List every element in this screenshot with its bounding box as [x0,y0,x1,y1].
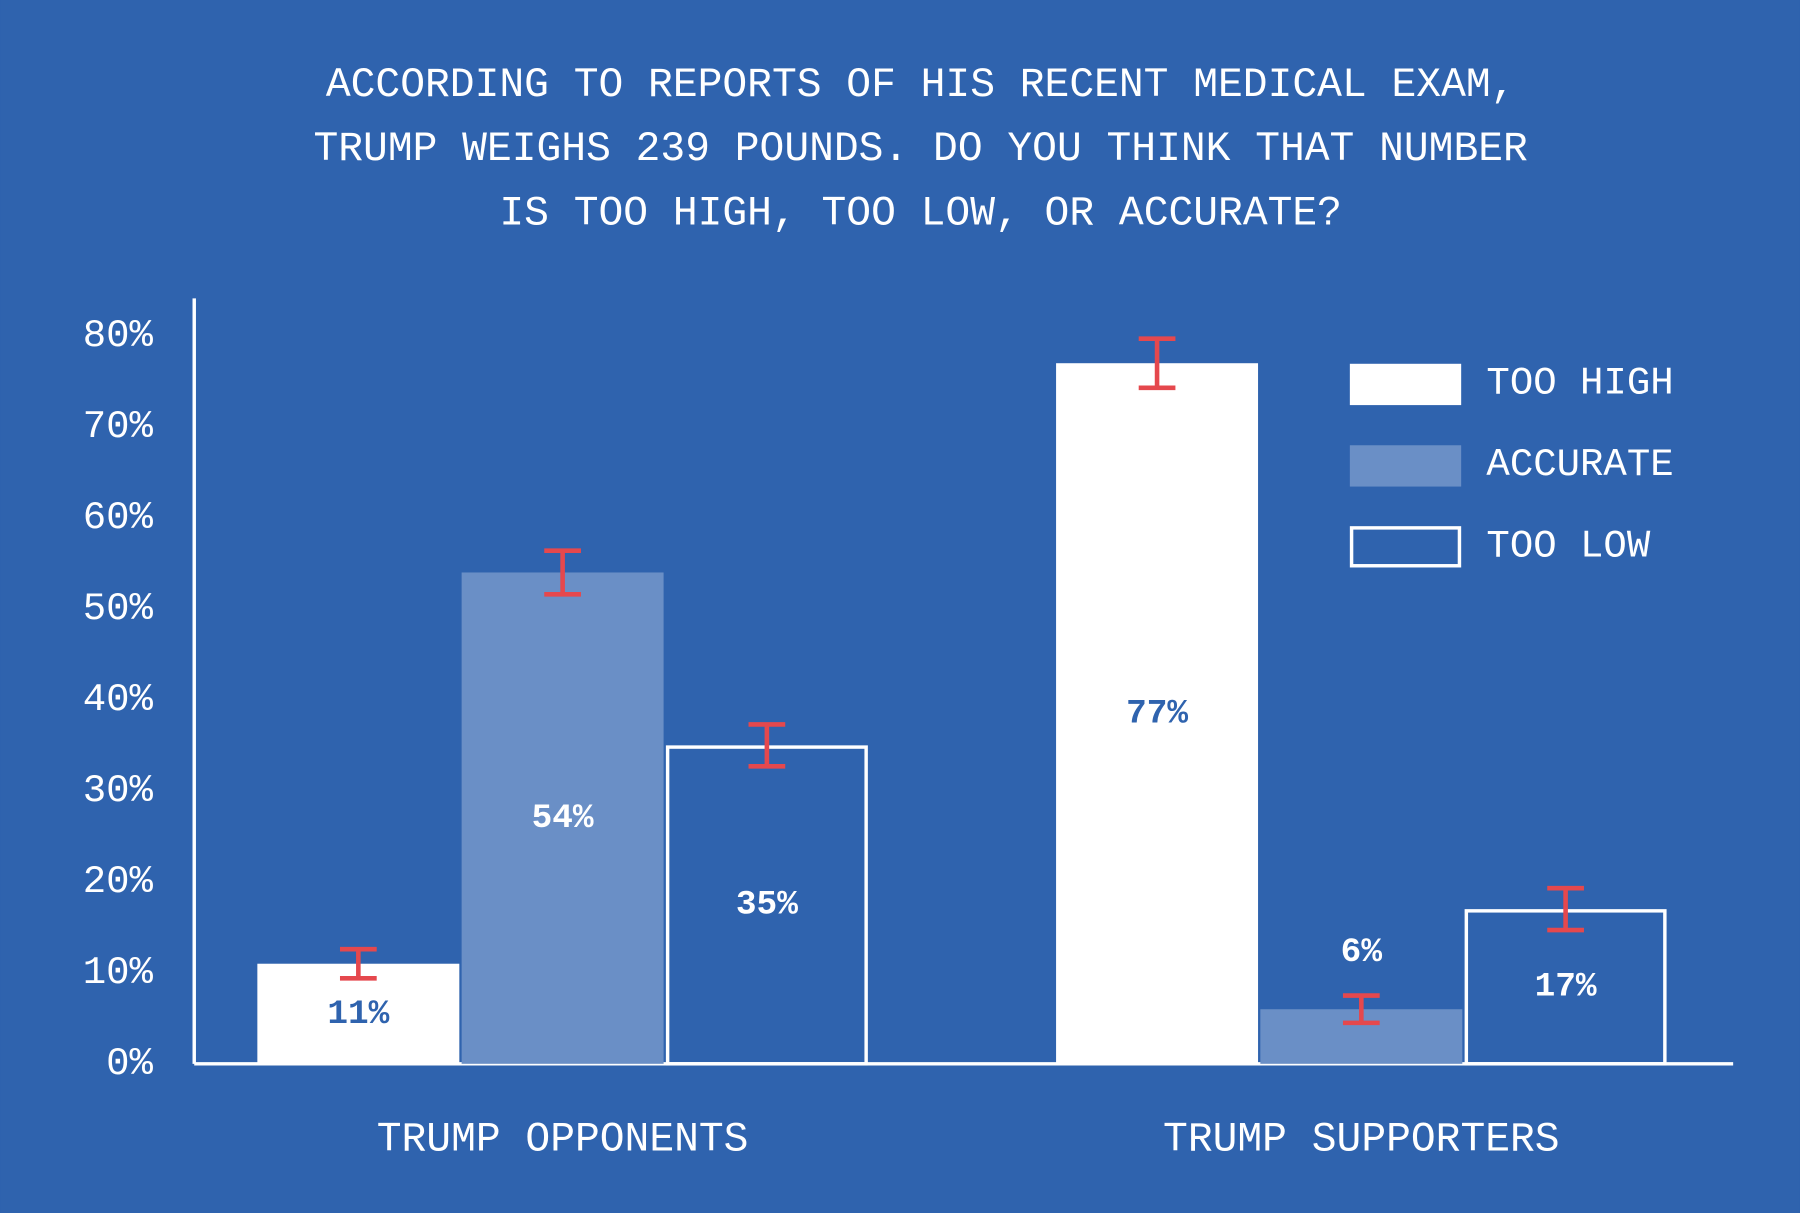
y-tick-label: 40% [83,678,154,722]
y-tick-label: 60% [83,496,154,540]
chart-title: IS TOO HIGH, TOO LOW, OR ACCURATE? [499,191,1342,237]
x-tick-label: TRUMP OPPONENTS [377,1117,749,1163]
error-bar [1342,993,1380,1026]
bar [1056,363,1259,1064]
legend-label: ACCURATE [1486,443,1673,487]
y-tick-label: 20% [83,860,154,904]
value-label: 6% [1341,933,1383,972]
error-bar [1547,885,1584,933]
value-label: 35% [736,886,798,925]
error-bar [748,722,786,769]
y-tick-label: 0% [106,1042,153,1086]
error-bar [544,548,581,597]
y-tick-label: 70% [83,405,154,449]
error-bar [339,946,377,981]
legend-swatch [1349,526,1462,568]
chart-title: ACCORDING TO REPORTS OF HIS RECENT MEDIC… [326,63,1516,109]
legend-label: TOO LOW [1486,525,1650,569]
y-tick-label: 80% [83,314,154,358]
legend-label: TOO HIGH [1486,362,1673,406]
chart-title: TRUMP WEIGHS 239 POUNDS. DO YOU THINK TH… [313,127,1527,173]
x-tick-label: TRUMP SUPPORTERS [1163,1117,1560,1163]
bar [461,572,664,1064]
value-label: 54% [532,799,594,838]
legend-swatch [1349,445,1462,487]
value-label: 17% [1535,968,1597,1007]
error-bar [1138,336,1176,391]
value-label: 77% [1126,695,1188,734]
y-tick-label: 30% [83,769,154,813]
y-tick-label: 10% [83,951,154,995]
legend-swatch [1349,363,1462,406]
value-label: 11% [327,995,389,1034]
y-tick-label: 50% [83,587,154,631]
